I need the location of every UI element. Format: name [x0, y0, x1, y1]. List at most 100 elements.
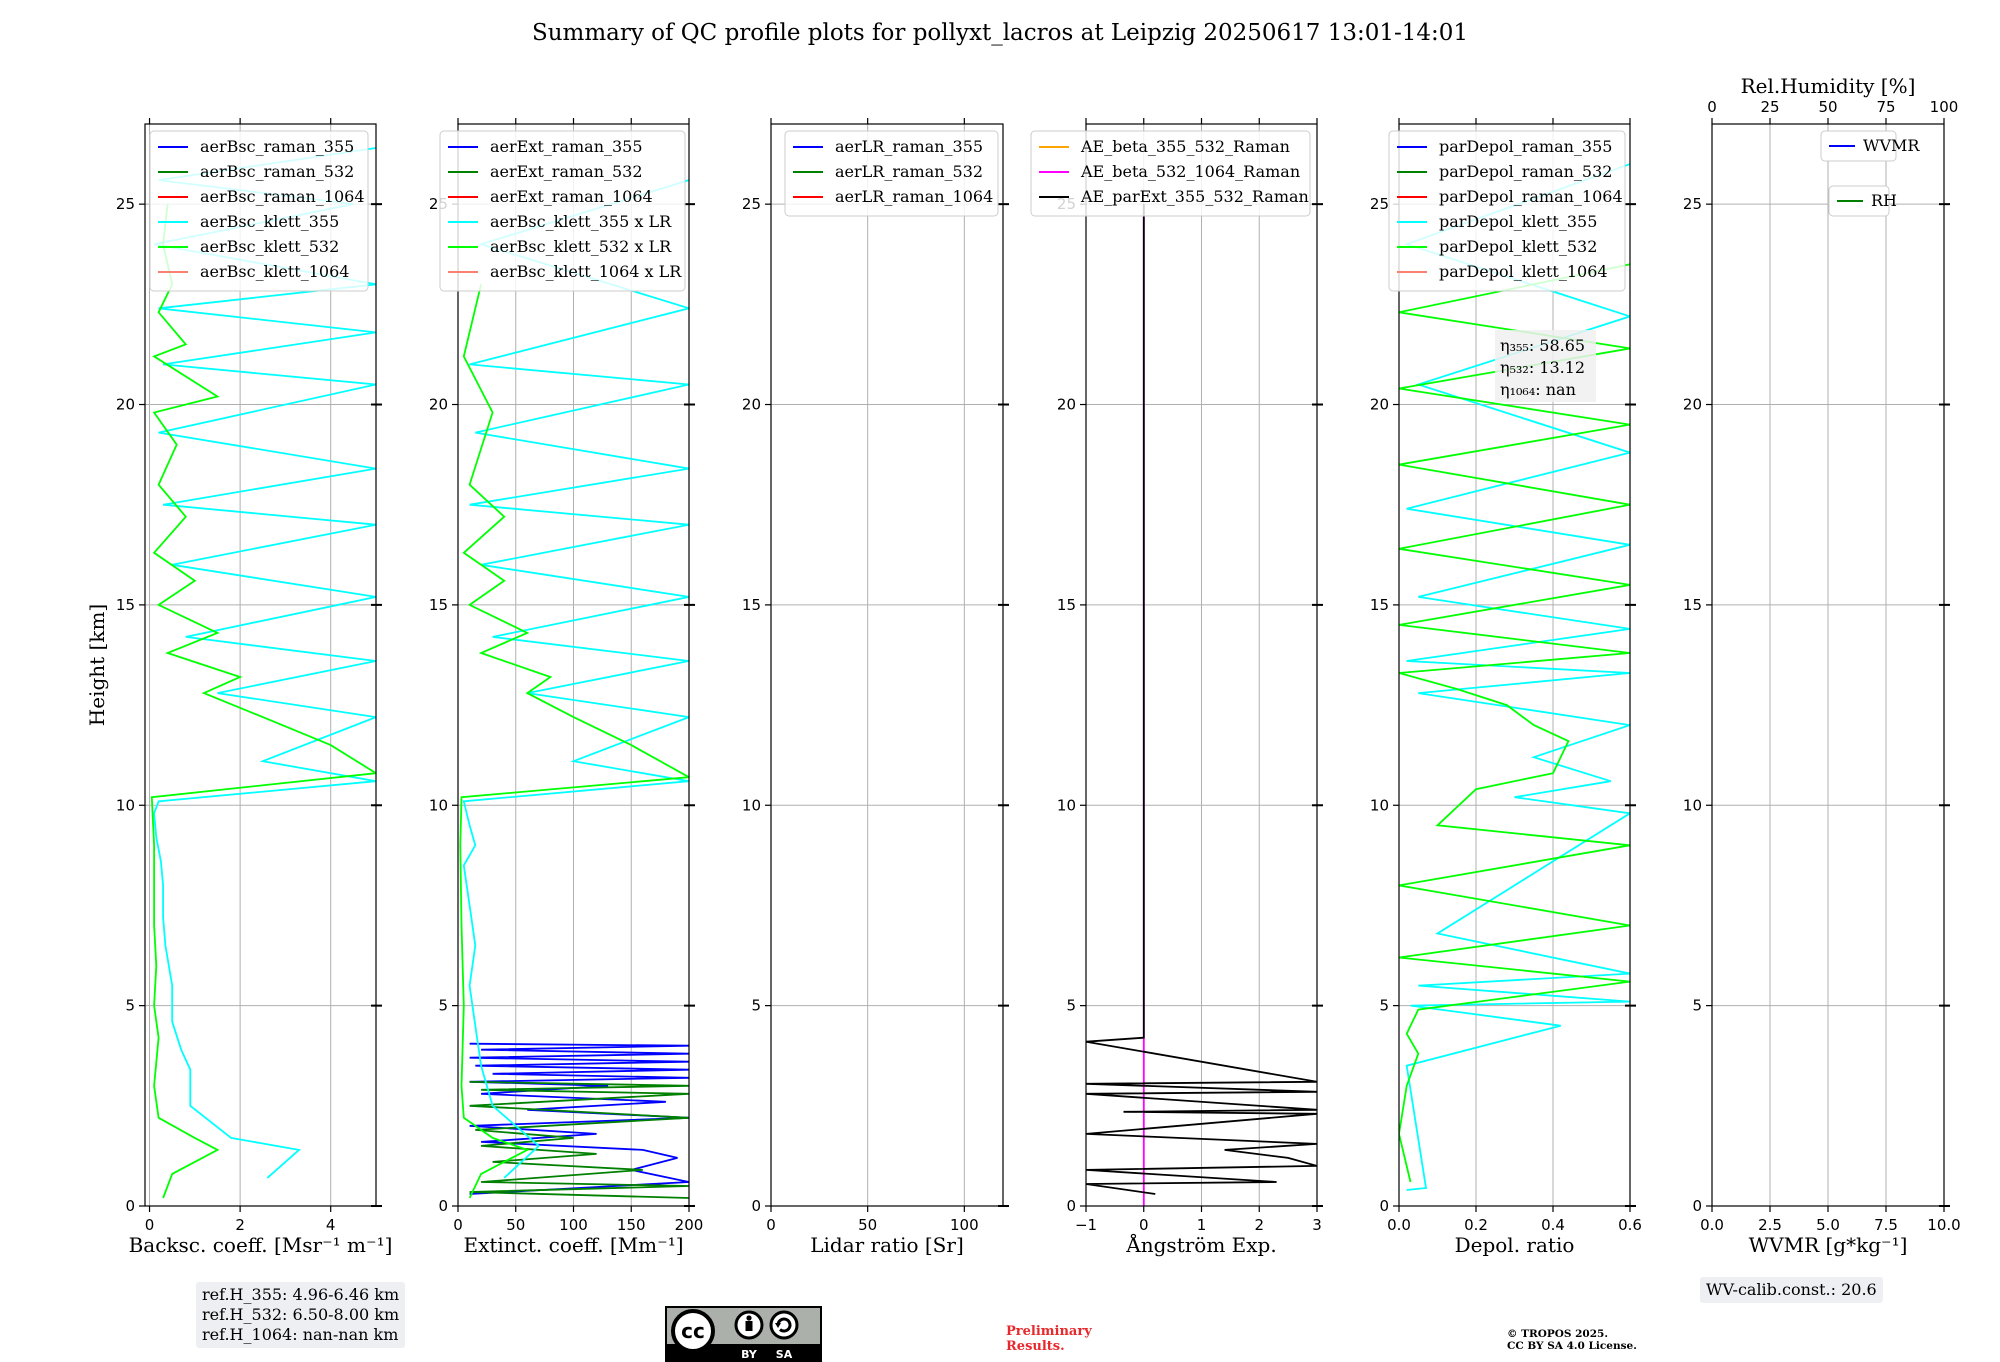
ref-height-532: ref.H_532: 6.50-8.00 km — [202, 1305, 400, 1324]
y-tick-label: 5 — [751, 997, 761, 1015]
x-tick-label: 150 — [617, 1216, 646, 1234]
x-axis-label: Ångström Exp. — [1125, 1232, 1276, 1257]
series-group — [1086, 204, 1317, 1206]
plot-frame — [1398, 123, 1631, 1207]
panel-4: −101230510152025Ångström Exp.AE_beta_355… — [1030, 118, 1323, 1257]
y-tick-label: 5 — [1692, 997, 1702, 1015]
legend-label: aerBsc_raman_532 — [200, 162, 354, 181]
panel-3: 0 50 100 0 5 10 15 20 25 Lidar ratio [Sr] aerLR_ra… — [742, 118, 1009, 1257]
preliminary-line-1: Preliminary — [1006, 1324, 1092, 1339]
ref-height-1064: ref.H_1064: nan-nan km — [202, 1325, 399, 1344]
legend-box — [439, 130, 686, 292]
sa-sharealike-icon — [769, 1310, 799, 1340]
legend-label: AE_parExt_355_532_Raman — [1080, 187, 1309, 206]
x-axis-label: Backsc. coeff. [Msr⁻¹ m⁻¹] — [129, 1233, 393, 1257]
panel-5: 0.0 0.2 0.4 0.6 0 5 10 15 20 25 Depol. ratio parDep… — [1370, 118, 1642, 1257]
legend-label: WVMR — [1863, 136, 1920, 155]
y-tick-label: 20 — [429, 396, 448, 414]
legend-label: aerBsc_klett_355 x LR — [490, 212, 672, 231]
legend-label: aerBsc_klett_532 — [200, 237, 339, 256]
svg-text:cc: cc — [681, 1319, 705, 1343]
series-group — [459, 179, 689, 1199]
copyright-note: © TROPOS 2025. CC BY SA 4.0 License. — [1507, 1328, 1637, 1352]
legend-label: aerBsc_klett_532 x LR — [490, 237, 672, 256]
y-tick-label: 20 — [1683, 396, 1702, 414]
series-group — [150, 147, 376, 1199]
y-tick-label: 15 — [1370, 596, 1389, 614]
y-tick-label: 0 — [1379, 1197, 1389, 1215]
x-tick-label: −1 — [1075, 1216, 1097, 1234]
y-tick-label: 0 — [751, 1197, 761, 1215]
x-tick-label: 200 — [675, 1216, 704, 1234]
legend-box — [784, 130, 999, 217]
y-tick-label: 20 — [1370, 396, 1389, 414]
y-tick-label: 10 — [1057, 796, 1076, 814]
y-tick-label: 15 — [1683, 596, 1702, 614]
y-tick-label: 15 — [429, 596, 448, 614]
rh-tick-label: 100 — [1930, 98, 1959, 116]
x-tick-label: 50 — [506, 1216, 525, 1234]
x-tick-label: 0 — [766, 1216, 776, 1234]
eta-value: η₅₃₂: 13.12 — [1500, 358, 1585, 377]
x-tick-label: 0.2 — [1464, 1216, 1488, 1234]
panel-1: 0 2 4 0 5 10 15 20 25 Backsc. coeff. [Msr⁻¹ m⁻¹] H… — [85, 118, 392, 1257]
reference-height-box: ref.H_355: 4.96-6.46 km ref.H_532: 6.50-… — [196, 1282, 406, 1348]
x-tick-label: 0 — [1139, 1216, 1149, 1234]
legend-label: aerExt_raman_1064 — [490, 187, 653, 206]
series-line-aerExt_raman_532 — [469, 1080, 689, 1199]
legend-label: parDepol_klett_355 — [1439, 212, 1597, 231]
rh-tick-label: 25 — [1760, 98, 1779, 116]
x-tick-label: 7.5 — [1874, 1216, 1898, 1234]
legend-box — [149, 130, 369, 292]
eta-box — [1495, 330, 1596, 402]
ref-height-355: ref.H_355: 4.96-6.46 km — [202, 1285, 400, 1304]
y-tick-label: 10 — [1370, 796, 1389, 814]
cc-icon — [671, 1309, 715, 1353]
legend-box — [1030, 130, 1311, 217]
y-tick-label: 10 — [429, 796, 448, 814]
copyright-line-1: © TROPOS 2025. — [1507, 1328, 1609, 1340]
x-tick-label: 0 — [145, 1216, 155, 1234]
plot-frame — [770, 123, 1004, 1207]
sa-label: SA — [776, 1348, 793, 1361]
y-axis-label: Height [km] — [85, 604, 109, 726]
cc-license-badge: cc BY SA — [665, 1306, 822, 1362]
legend-box — [1820, 130, 1897, 162]
rh-tick-label: 75 — [1876, 98, 1895, 116]
x-tick-label: 100 — [559, 1216, 588, 1234]
y-tick-label: 10 — [116, 796, 135, 814]
x-tick-label: 0.0 — [1387, 1216, 1411, 1234]
y-tick-label: 15 — [116, 596, 135, 614]
wv-calib-constant: WV-calib.const.: 20.6 — [1706, 1280, 1877, 1299]
eta-value: η₁₀₆₄: nan — [1500, 380, 1576, 399]
legend-label: parDepol_raman_355 — [1439, 137, 1612, 156]
x-tick-label: 10.0 — [1927, 1216, 1960, 1234]
x-tick-label: 0 — [453, 1216, 463, 1234]
y-tick-label: 0 — [1692, 1197, 1702, 1215]
x-tick-label: 2.5 — [1758, 1216, 1782, 1234]
x-axis-label: Extinct. coeff. [Mm⁻¹] — [463, 1233, 683, 1257]
legend-box — [1388, 130, 1626, 292]
series-line-aerBsc_klett_532 — [150, 203, 376, 1199]
y-tick-label: 25 — [742, 195, 761, 213]
x-tick-label: 5.0 — [1816, 1216, 1840, 1234]
legend-label: aerBsc_raman_1064 — [200, 187, 365, 206]
legend-label: aerBsc_klett_1064 — [200, 262, 349, 281]
series-line-aerBsc_klett_355 — [153, 147, 376, 1179]
figure-title: Summary of QC profile plots for pollyxt_… — [531, 20, 1469, 46]
x-tick-label: 100 — [950, 1216, 979, 1234]
series-line-aerBsc_klett_532 x LR — [459, 284, 689, 1199]
legend-label: aerLR_raman_355 — [835, 137, 983, 156]
preliminary-results-note: Preliminary Results. — [1006, 1324, 1092, 1354]
y-tick-label: 5 — [1379, 997, 1389, 1015]
legend-label: parDepol_klett_532 — [1439, 237, 1597, 256]
x-tick-label: 4 — [326, 1216, 336, 1234]
x-tick-label: 2 — [1254, 1216, 1264, 1234]
y-tick-label: 20 — [1057, 396, 1076, 414]
x-tick-label: 0.0 — [1700, 1216, 1724, 1234]
legend-label: parDepol_klett_1064 — [1439, 262, 1608, 281]
y-tick-label: 25 — [116, 195, 135, 213]
y-tick-label: 5 — [438, 997, 448, 1015]
rh-axis-label: Rel.Humidity [%] — [1741, 74, 1916, 98]
